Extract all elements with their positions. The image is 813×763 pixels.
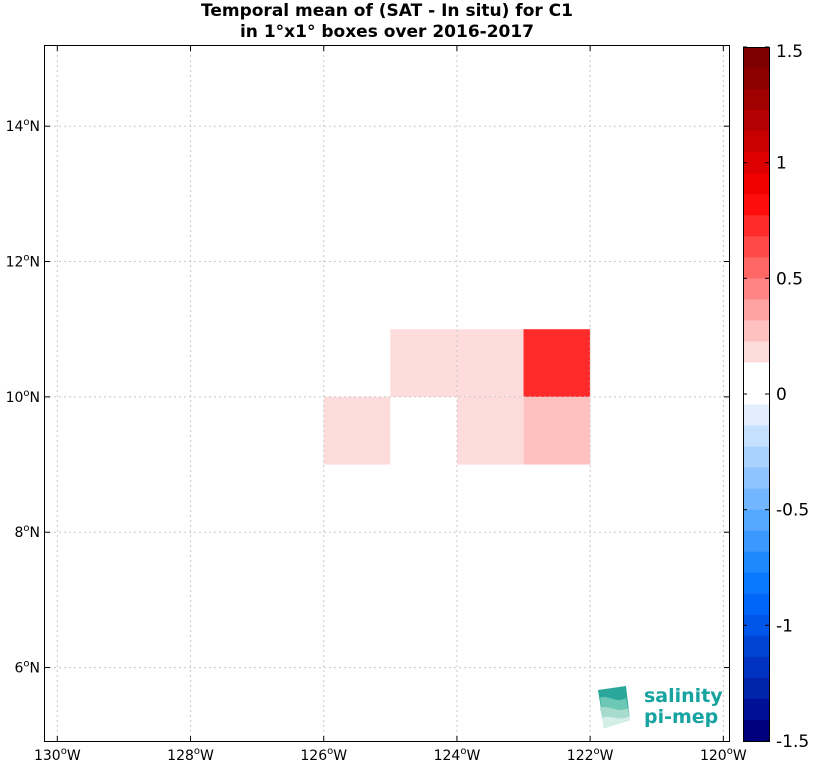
colorbar-segment bbox=[743, 257, 769, 279]
colorbar-segment bbox=[743, 404, 769, 427]
colorbar-segment bbox=[743, 488, 769, 511]
x-tick-label: 128oW bbox=[167, 746, 214, 763]
colorbar-segment bbox=[743, 173, 769, 195]
colorbar-segment bbox=[743, 446, 769, 469]
colorbar-segment bbox=[743, 68, 769, 90]
chart-subtitle: in 1°x1° boxes over 2016-2017 bbox=[239, 22, 535, 42]
salinity-pi-mep-logo: salinity pi-mep bbox=[598, 685, 723, 728]
colorbar-segment bbox=[743, 131, 769, 153]
colorbar-segment bbox=[743, 677, 769, 700]
x-tick-label: 124oW bbox=[434, 746, 481, 763]
heatmap-cell bbox=[523, 329, 591, 397]
x-tick-label: 130oW bbox=[34, 746, 81, 763]
colorbar-segment bbox=[743, 215, 769, 237]
logo-waves-icon bbox=[598, 686, 630, 728]
x-tick-label: 122oW bbox=[567, 746, 614, 763]
colorbar-segment bbox=[743, 719, 769, 742]
colorbar-tick-label: 1.5 bbox=[776, 42, 803, 62]
colorbar-segment bbox=[743, 530, 769, 553]
colorbar-segment bbox=[743, 320, 769, 343]
colorbar-segment bbox=[743, 698, 769, 721]
colorbar-segment bbox=[743, 572, 769, 595]
colorbar-segment bbox=[743, 47, 769, 69]
colorbar-segment bbox=[743, 194, 769, 216]
colorbar-segment bbox=[743, 89, 769, 111]
colorbar-tick-label: -1.5 bbox=[776, 732, 809, 752]
y-tick-label: 10oN bbox=[6, 388, 40, 406]
chart-title: Temporal mean of (SAT - In situ) for C1 bbox=[201, 1, 573, 21]
colorbar-segment bbox=[743, 467, 769, 490]
heatmap-cell bbox=[390, 329, 457, 397]
colorbar-segment bbox=[743, 425, 769, 448]
colorbar-segment bbox=[743, 110, 769, 132]
colorbar-segment bbox=[743, 593, 769, 616]
colorbar-segment bbox=[743, 299, 769, 321]
colorbar-segment bbox=[743, 152, 769, 174]
colorbar-segment bbox=[743, 656, 769, 679]
x-tick-label: 120oW bbox=[700, 746, 747, 763]
logo-line2: pi-mep bbox=[644, 706, 718, 728]
y-tick-label: 6oN bbox=[14, 659, 40, 677]
colorbar-tick-label: 0 bbox=[776, 385, 787, 405]
colorbar-segment bbox=[743, 635, 769, 658]
colorbar-segment bbox=[743, 614, 769, 637]
colorbar-segment bbox=[743, 509, 769, 532]
colorbar-tick-label: 0.5 bbox=[776, 269, 803, 289]
y-tick-label: 8oN bbox=[14, 523, 40, 541]
y-tick-label: 14oN bbox=[6, 117, 40, 135]
colorbar-tick-label: -1 bbox=[776, 616, 793, 636]
colorbar-tick-label: 1 bbox=[776, 154, 787, 174]
logo-line1: salinity bbox=[644, 685, 723, 707]
x-tick-label: 126oW bbox=[300, 746, 347, 763]
colorbar-segment bbox=[743, 551, 769, 574]
heatmap-cell bbox=[456, 396, 524, 465]
heatmap-cell bbox=[456, 329, 524, 397]
heatmap-cell bbox=[323, 396, 391, 465]
colorbar-segment bbox=[743, 383, 769, 406]
y-tick-label: 12oN bbox=[6, 253, 40, 271]
colorbar-segment bbox=[743, 236, 769, 258]
colorbar-segment bbox=[743, 362, 769, 385]
colorbar-segment bbox=[743, 341, 769, 364]
colorbar-segment bbox=[743, 278, 769, 300]
colorbar-tick-label: -0.5 bbox=[776, 501, 809, 521]
heatmap-cell bbox=[523, 396, 591, 465]
